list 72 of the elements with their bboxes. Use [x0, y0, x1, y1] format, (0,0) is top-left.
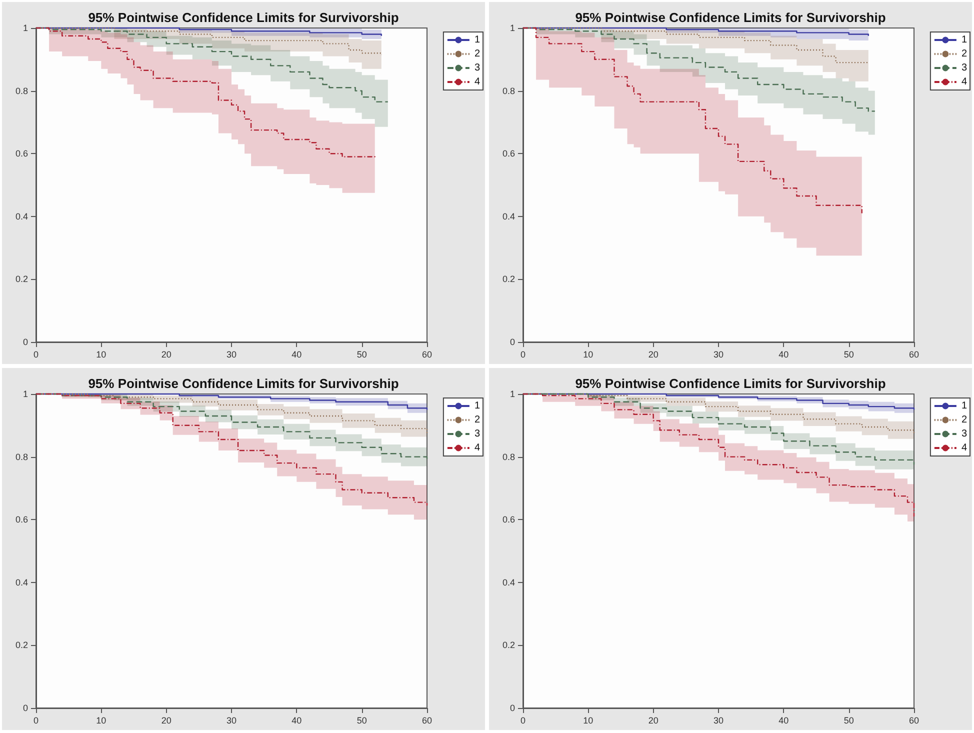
y-tick-label: 1: [22, 389, 28, 399]
y-tick-label: 0.4: [502, 211, 515, 222]
x-tick-label: 60: [908, 716, 920, 726]
y-tick-label: 0.2: [502, 274, 515, 284]
y-tick-label: 1: [22, 23, 28, 33]
x-tick-label: 40: [292, 716, 302, 726]
y-tick-label: 0.4: [15, 577, 28, 588]
y-tick-label: 0: [22, 703, 28, 713]
legend-label: 1: [961, 34, 968, 46]
x-tick-label: 20: [161, 716, 172, 726]
y-tick-label: 0.8: [502, 452, 515, 462]
x-tick-label: 50: [844, 716, 854, 726]
y-tick-label: 0: [22, 337, 28, 347]
x-tick-label: 20: [648, 716, 658, 726]
x-tick-label: 0: [33, 350, 39, 360]
x-tick-label: 50: [844, 350, 854, 360]
x-tick-label: 10: [96, 716, 106, 726]
y-tick-label: 0.8: [15, 452, 28, 462]
x-tick-label: 30: [713, 716, 724, 726]
legend-label: 3: [961, 62, 968, 74]
chart-title: 95% Pointwise Confidence Limits for Survivorship: [88, 376, 399, 391]
x-tick-label: 60: [422, 716, 432, 726]
x-tick-label: 50: [356, 716, 367, 726]
y-tick-label: 1: [510, 23, 515, 33]
y-tick-label: 1: [510, 389, 515, 399]
legend-label: 3: [961, 428, 968, 440]
x-tick-label: 10: [583, 350, 594, 360]
legend-label: 1: [961, 400, 968, 412]
legend-label: 2: [961, 414, 968, 426]
x-tick-label: 60: [422, 350, 432, 360]
y-tick-label: 0.4: [502, 577, 515, 588]
x-tick-label: 40: [778, 350, 789, 360]
y-tick-label: 0: [510, 703, 515, 713]
legend-label: 2: [474, 48, 480, 60]
x-tick-label: 40: [292, 350, 302, 360]
x-tick-label: 0: [520, 716, 526, 726]
chart-title: 95% Pointwise Confidence Limits for Survivorship: [575, 376, 886, 391]
x-tick-label: 0: [520, 350, 526, 360]
x-tick-label: 10: [96, 350, 106, 360]
x-tick-label: 30: [226, 350, 237, 360]
y-tick-label: 0.2: [15, 640, 28, 650]
y-tick-label: 0.2: [502, 640, 515, 650]
chart-title: 95% Pointwise Confidence Limits for Survivorship: [88, 10, 399, 25]
y-tick-label: 0: [510, 337, 515, 347]
legend-label: 3: [474, 62, 480, 74]
x-tick-label: 30: [226, 716, 237, 726]
legend-label: 4: [961, 442, 968, 454]
x-tick-label: 20: [648, 350, 658, 360]
x-tick-label: 10: [583, 716, 594, 726]
x-tick-label: 20: [161, 350, 172, 360]
y-tick-label: 0.6: [502, 514, 515, 525]
x-tick-label: 0: [33, 716, 39, 726]
y-tick-label: 0.4: [15, 211, 28, 222]
legend-label: 4: [961, 76, 968, 88]
chart-title: 95% Pointwise Confidence Limits for Survivorship: [575, 10, 886, 25]
x-tick-label: 40: [778, 716, 789, 726]
y-tick-label: 0.8: [15, 86, 28, 96]
y-tick-label: 0.6: [15, 148, 28, 159]
legend-label: 1: [474, 34, 480, 46]
x-tick-label: 60: [908, 350, 920, 360]
legend-label: 4: [474, 76, 480, 88]
legend-label: 2: [474, 414, 480, 426]
y-tick-label: 0.8: [502, 86, 515, 96]
legend-label: 3: [474, 428, 480, 440]
legend-label: 4: [474, 442, 480, 454]
y-tick-label: 0.6: [15, 514, 28, 525]
y-tick-label: 0.2: [15, 274, 28, 284]
legend-label: 1: [474, 400, 480, 412]
x-tick-label: 30: [713, 350, 724, 360]
legend-label: 2: [961, 48, 968, 60]
x-tick-label: 50: [356, 350, 367, 360]
y-tick-label: 0.6: [502, 148, 515, 159]
